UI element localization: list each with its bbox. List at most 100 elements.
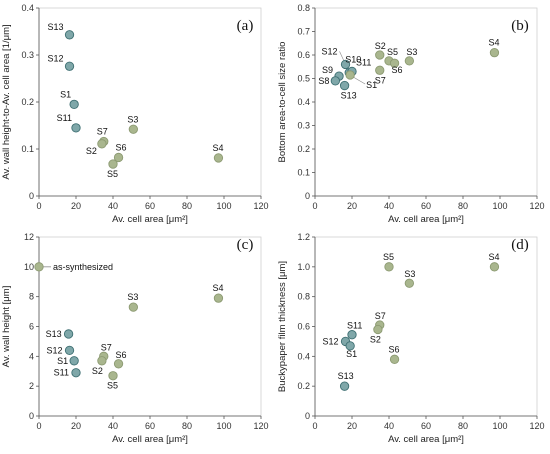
panel-a: 0 20 40 60 80 100 120 0 0.1 0.2 0.3 0.4 Av. cell are… bbox=[1, 3, 269, 225]
data-point bbox=[489, 262, 500, 272]
data-point bbox=[330, 76, 340, 86]
data-label: S2 bbox=[375, 41, 386, 51]
x-tick-label: 120 bbox=[253, 201, 268, 211]
data-point bbox=[108, 371, 118, 381]
data-label: S10 bbox=[345, 55, 361, 65]
y-axis-label: Buckypaper film thickness [μm] bbox=[277, 261, 288, 392]
data-label: S2 bbox=[92, 366, 103, 376]
x-tick-label: 120 bbox=[253, 421, 268, 431]
panel-label: (a) bbox=[237, 18, 254, 34]
data-label: S2 bbox=[370, 334, 381, 344]
data-label: S3 bbox=[404, 269, 415, 279]
x-tick-label: 80 bbox=[182, 201, 192, 211]
y-tick-label: 0.5 bbox=[297, 74, 310, 84]
x-tick-label: 80 bbox=[182, 421, 192, 431]
panel-label: (b) bbox=[511, 18, 529, 34]
x-tick-label: 40 bbox=[384, 201, 394, 211]
x-tick-label: 80 bbox=[458, 421, 468, 431]
x-tick-label: 100 bbox=[492, 201, 507, 211]
x-tick-label: 20 bbox=[71, 421, 81, 431]
x-tick-label: 20 bbox=[71, 201, 81, 211]
data-label: S2 bbox=[86, 146, 97, 156]
data-label: S1 bbox=[366, 80, 377, 90]
data-label: S4 bbox=[488, 252, 499, 262]
data-label: S6 bbox=[392, 65, 403, 75]
data-label: S11 bbox=[356, 57, 371, 67]
data-label: S11 bbox=[54, 368, 69, 378]
x-tick-label: 20 bbox=[347, 201, 357, 211]
y-tick-label: 4 bbox=[29, 351, 34, 361]
data-point bbox=[97, 139, 107, 149]
x-axis-label: Av. cell area [μm²] bbox=[112, 214, 188, 225]
y-tick-label: 0.8 bbox=[297, 3, 310, 13]
data-label: S6 bbox=[116, 142, 127, 152]
data-point bbox=[63, 329, 74, 339]
data-point bbox=[347, 330, 357, 340]
data-label: S13 bbox=[48, 22, 64, 32]
x-tick-label: 60 bbox=[145, 201, 155, 211]
panel-label: (c) bbox=[237, 237, 254, 253]
data-point bbox=[64, 345, 75, 356]
x-tick-label: 60 bbox=[145, 421, 155, 431]
data-point bbox=[71, 368, 81, 378]
data-point bbox=[375, 50, 385, 60]
data-label: S5 bbox=[383, 252, 394, 262]
annotation-label: as-synthesized bbox=[53, 262, 113, 272]
x-tick-label: 0 bbox=[36, 421, 41, 431]
x-tick-label: 40 bbox=[108, 201, 118, 211]
data-label: S5 bbox=[107, 381, 118, 391]
data-point bbox=[375, 65, 385, 75]
data-point bbox=[339, 80, 350, 91]
data-label: S6 bbox=[389, 344, 400, 354]
y-tick-label: 0.2 bbox=[297, 144, 310, 154]
y-axis-label: Bottom area-to-cell size ratio bbox=[277, 42, 288, 163]
data-point bbox=[389, 354, 400, 364]
data-point bbox=[113, 359, 124, 369]
y-tick-label: 0.8 bbox=[297, 292, 310, 302]
y-tick-label: 0.3 bbox=[21, 50, 34, 60]
data-label: S5 bbox=[387, 47, 398, 57]
data-label: S4 bbox=[212, 143, 223, 153]
data-point bbox=[384, 262, 394, 272]
y-tick-label: 8 bbox=[29, 292, 34, 302]
y-tick-label: 0.6 bbox=[297, 50, 310, 60]
data-point bbox=[128, 302, 139, 312]
x-tick-label: 120 bbox=[529, 421, 544, 431]
data-label: S12 bbox=[322, 46, 338, 56]
x-tick-label: 0 bbox=[36, 201, 41, 211]
data-label: S9 bbox=[322, 65, 333, 75]
data-label: S8 bbox=[318, 76, 329, 86]
data-point bbox=[113, 152, 124, 163]
data-point bbox=[69, 356, 79, 366]
y-tick-label: 0.4 bbox=[297, 351, 310, 361]
data-point bbox=[373, 324, 383, 335]
data-label: S3 bbox=[127, 114, 138, 124]
y-tick-label: 0.6 bbox=[297, 322, 310, 332]
x-tick-label: 0 bbox=[312, 201, 317, 211]
y-tick-label: 2 bbox=[29, 381, 34, 391]
data-point bbox=[339, 381, 350, 391]
data-point bbox=[213, 153, 224, 163]
y-tick-label: 0.2 bbox=[297, 381, 310, 391]
data-label: S7 bbox=[375, 75, 386, 85]
y-tick-label: 0 bbox=[305, 411, 310, 421]
data-label: S13 bbox=[46, 329, 62, 339]
y-tick-label: 0 bbox=[305, 191, 310, 201]
y-tick-label: 12 bbox=[24, 232, 34, 242]
x-tick-label: 120 bbox=[529, 201, 544, 211]
y-tick-label: 0 bbox=[29, 191, 34, 201]
data-point bbox=[389, 58, 400, 68]
data-point bbox=[108, 159, 118, 169]
x-tick-label: 40 bbox=[384, 421, 394, 431]
data-point bbox=[404, 56, 414, 66]
data-label: S1 bbox=[57, 356, 68, 366]
x-axis-label: Av. cell area [μm²] bbox=[112, 434, 188, 445]
data-point bbox=[71, 123, 81, 133]
y-tick-label: 6 bbox=[29, 322, 34, 332]
x-tick-label: 100 bbox=[216, 421, 231, 431]
data-label: S1 bbox=[346, 349, 357, 359]
label-leader bbox=[352, 76, 366, 85]
plot-frame bbox=[314, 7, 538, 197]
panel-c: 0 20 40 60 80 100 120 0 2 4 6 8 10 12 Av. cell area [μ… bbox=[1, 232, 269, 445]
